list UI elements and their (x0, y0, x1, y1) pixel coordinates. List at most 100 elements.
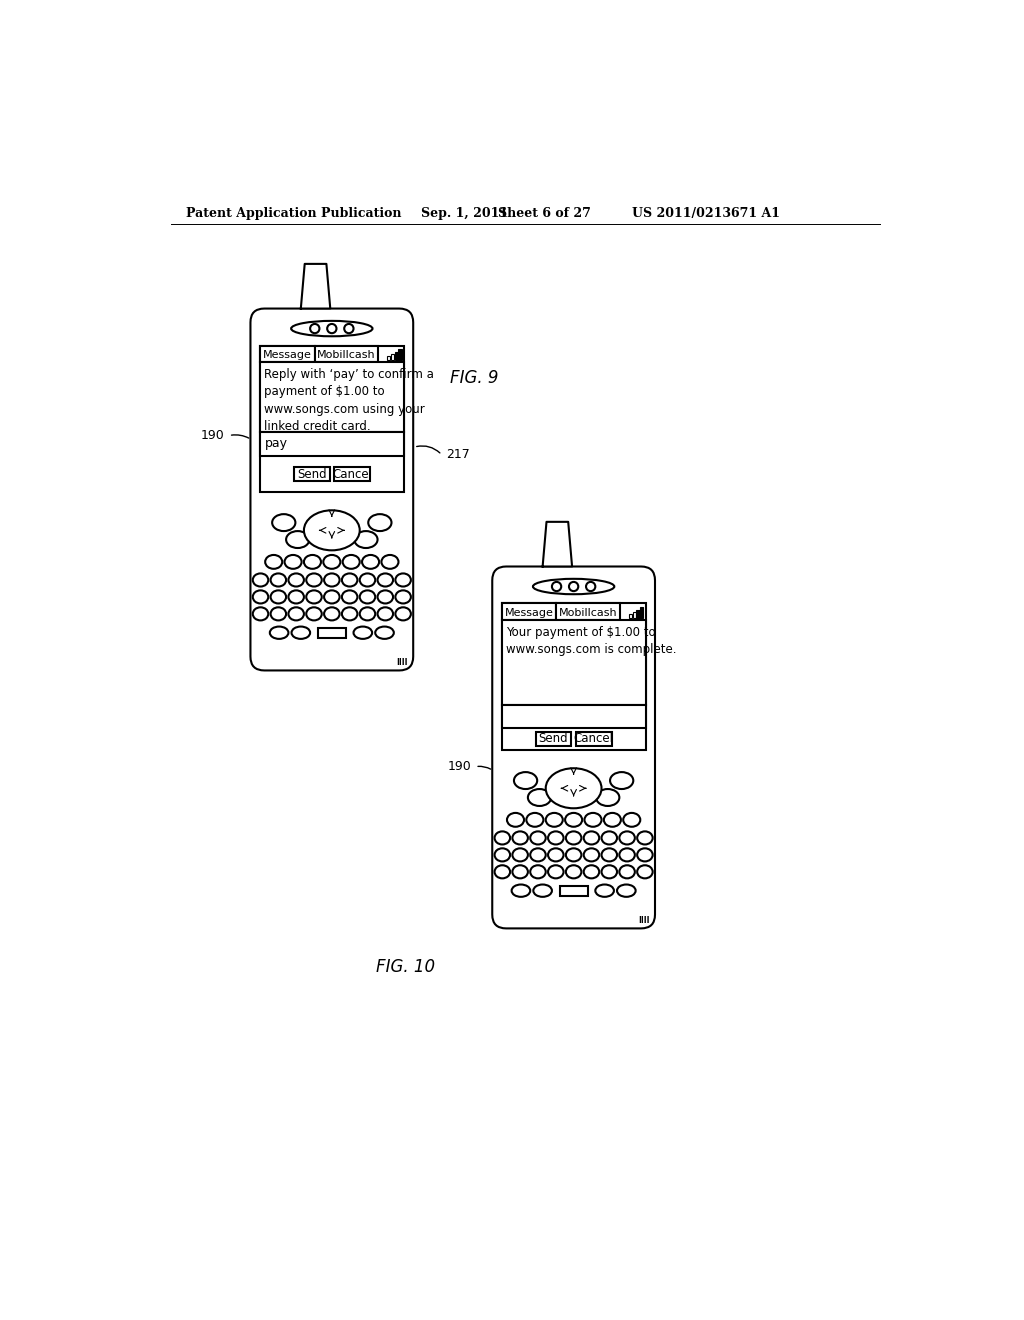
Bar (314, 346, 378, 363)
Ellipse shape (285, 554, 302, 569)
Text: Sep. 1, 2011: Sep. 1, 2011 (421, 207, 508, 220)
Ellipse shape (584, 866, 599, 878)
Ellipse shape (395, 573, 411, 586)
Circle shape (344, 323, 353, 333)
Ellipse shape (324, 607, 340, 620)
Text: 190: 190 (447, 760, 471, 774)
Ellipse shape (548, 832, 563, 845)
Ellipse shape (395, 607, 411, 620)
Ellipse shape (596, 789, 620, 807)
Text: IIII: IIII (638, 916, 650, 925)
Ellipse shape (369, 515, 391, 531)
Ellipse shape (324, 573, 340, 586)
Ellipse shape (253, 573, 268, 586)
Ellipse shape (395, 590, 411, 603)
Text: Cancel: Cancel (573, 733, 613, 746)
Bar (294, 467, 330, 480)
Ellipse shape (534, 884, 552, 896)
Text: Message: Message (263, 350, 311, 360)
Ellipse shape (306, 607, 322, 620)
Text: FIG. 9: FIG. 9 (450, 368, 498, 387)
Ellipse shape (292, 627, 310, 639)
FancyBboxPatch shape (493, 566, 655, 928)
Bar (502, 620, 646, 705)
Text: Your payment of $1.00 to
www.songs.com is complete.: Your payment of $1.00 to www.songs.com i… (506, 626, 677, 656)
Text: Mobillcash: Mobillcash (559, 607, 617, 618)
Ellipse shape (353, 627, 372, 639)
Bar (398, 350, 401, 360)
Ellipse shape (342, 573, 357, 586)
Ellipse shape (584, 832, 599, 845)
Text: IIII: IIII (396, 659, 409, 667)
Text: FIG. 10: FIG. 10 (376, 958, 435, 975)
Text: US 2011/0213671 A1: US 2011/0213671 A1 (632, 207, 779, 220)
Ellipse shape (304, 554, 321, 569)
FancyBboxPatch shape (251, 309, 414, 671)
Text: 217: 217 (445, 449, 469, 462)
Bar (640, 607, 643, 618)
Text: pay: pay (264, 437, 288, 450)
Ellipse shape (289, 607, 304, 620)
Ellipse shape (381, 554, 398, 569)
Text: 190: 190 (201, 429, 225, 442)
Ellipse shape (617, 884, 636, 896)
Bar (629, 614, 632, 618)
Bar (633, 612, 636, 618)
Ellipse shape (286, 531, 309, 548)
Text: Send: Send (297, 467, 327, 480)
Ellipse shape (512, 866, 528, 878)
Ellipse shape (595, 884, 614, 896)
Ellipse shape (378, 590, 393, 603)
Ellipse shape (306, 590, 322, 603)
Ellipse shape (270, 607, 286, 620)
Ellipse shape (584, 849, 599, 862)
Ellipse shape (620, 866, 635, 878)
Ellipse shape (495, 866, 510, 878)
Ellipse shape (512, 849, 528, 862)
Ellipse shape (620, 849, 635, 862)
Ellipse shape (272, 515, 295, 531)
Ellipse shape (548, 849, 563, 862)
Ellipse shape (495, 849, 510, 862)
Ellipse shape (265, 554, 283, 569)
Circle shape (328, 323, 337, 333)
Ellipse shape (610, 772, 633, 789)
Bar (260, 346, 403, 492)
Bar (394, 351, 397, 360)
Text: Reply with ‘pay’ to confirm a
payment of $1.00 to
www.songs.com using your
linke: Reply with ‘pay’ to confirm a payment of… (264, 368, 434, 433)
Bar (502, 603, 556, 620)
Bar (260, 432, 403, 457)
Ellipse shape (270, 627, 289, 639)
Text: Message: Message (505, 607, 553, 618)
Bar (556, 603, 620, 620)
Polygon shape (543, 521, 572, 566)
Ellipse shape (324, 590, 340, 603)
Ellipse shape (548, 866, 563, 878)
Ellipse shape (375, 627, 394, 639)
Ellipse shape (637, 849, 652, 862)
Ellipse shape (359, 573, 375, 586)
Ellipse shape (304, 511, 359, 550)
Text: Patent Application Publication: Patent Application Publication (186, 207, 401, 220)
Ellipse shape (526, 813, 544, 826)
Bar (502, 603, 646, 750)
Ellipse shape (270, 590, 286, 603)
Ellipse shape (289, 573, 304, 586)
Ellipse shape (253, 590, 268, 603)
Ellipse shape (342, 607, 357, 620)
Ellipse shape (507, 813, 524, 826)
Bar (575, 733, 611, 746)
Ellipse shape (604, 813, 621, 826)
Bar (260, 363, 403, 432)
Ellipse shape (546, 813, 563, 826)
Ellipse shape (601, 832, 617, 845)
Text: Cancel: Cancel (332, 467, 372, 480)
Ellipse shape (359, 590, 375, 603)
Text: Send: Send (539, 733, 568, 746)
Circle shape (552, 582, 561, 591)
Bar (502, 705, 646, 729)
Ellipse shape (378, 607, 393, 620)
Ellipse shape (354, 531, 378, 548)
Text: Mobillcash: Mobillcash (316, 350, 376, 360)
Ellipse shape (270, 573, 286, 586)
